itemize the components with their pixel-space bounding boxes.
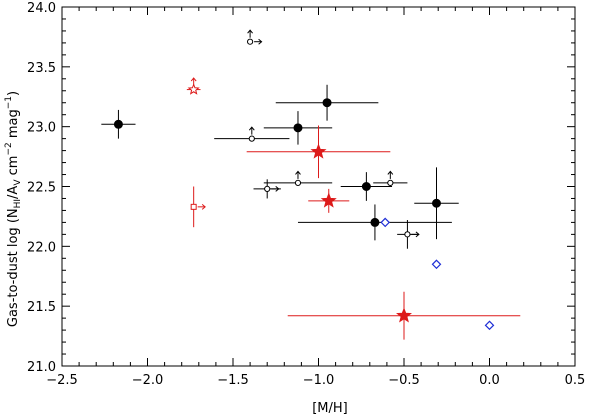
axis-ticks [61,6,576,367]
y-tick-label: 21.0 [27,360,56,375]
x-tick-label: 0.5 [565,373,586,388]
x-axis-title: [M/H] [312,401,348,416]
open-circle-marker [264,185,271,192]
data-point [275,84,379,121]
series-black-open-circles-upper-limit [214,126,408,187]
series-black-open-circles-lower-limit [253,179,420,249]
data-point [246,125,391,179]
filled-circle-marker [322,98,332,108]
lower-limit-arrowhead [275,186,280,192]
data-point [287,291,521,340]
open-diamond-marker [431,259,442,270]
data-point [297,204,452,241]
open-circle-marker [387,179,394,187]
data-point [186,77,201,95]
filled-star-marker [396,307,412,323]
lower-limit-arrowhead [258,38,263,45]
series-blue-open-diamonds [380,217,495,331]
filled-circle-marker [431,198,441,208]
data-point [373,170,408,187]
data-point [308,188,350,213]
lower-limit-arrowhead [201,203,206,210]
series-black-filled-circles [101,84,459,241]
open-square-marker [190,203,197,210]
y-tick-label: 23.5 [27,61,56,76]
series-red-open-star-upper-limit [186,77,201,95]
series-black-open-circle-corner-limit [247,29,263,45]
data-point [414,167,459,240]
x-tick-label: −1.5 [217,373,249,388]
y-axis-tick-labels: 21.0 21.5 22.0 22.5 23.0 23.5 24.0 [27,1,56,375]
series-red-filled-stars [246,125,521,340]
y-axis-title: Gas-to-dust log (NHI/AV cm−2 mag−1) [4,91,23,327]
x-tick-label: −0.5 [388,373,420,388]
y-tick-label: 22.0 [27,240,56,255]
data-point [214,126,290,142]
data-point [263,170,333,187]
open-circle-marker [404,231,411,238]
filled-star-marker [320,192,337,208]
filled-circle-marker [361,182,371,191]
filled-circle-marker [370,217,380,227]
plot-frame [61,6,576,367]
data-point [263,111,333,145]
filled-star-marker [310,143,327,159]
y-tick-label: 24.0 [27,1,56,16]
filled-circle-marker [113,119,123,129]
open-circle-marker [247,38,254,45]
y-tick-label: 23.0 [27,121,56,136]
data-marks [101,29,521,340]
open-circle-marker [248,135,255,142]
upper-limit-arrowhead [248,126,255,131]
x-tick-label: −2.5 [46,373,78,388]
upper-limit-arrowhead [387,170,394,175]
upper-limit-arrowhead [295,170,301,175]
data-point [190,186,206,228]
x-tick-label: −2.0 [132,373,164,388]
lower-limit-arrowhead [415,231,420,238]
data-point [431,259,442,270]
open-circle-marker [294,179,302,187]
open-diamond-marker [484,320,495,331]
data-point [340,172,393,201]
data-point [247,29,263,45]
open-diamond-marker [380,217,391,228]
x-tick-label: −1.0 [303,373,335,388]
x-axis-tick-labels: −2.5 −2.0 −1.5 −1.0 −0.5 0.0 0.5 [46,373,585,388]
series-red-open-square-lower-limit [190,186,206,228]
data-point [380,217,391,228]
open-star-marker [187,83,200,95]
data-point [101,109,136,139]
data-point [484,320,495,331]
upper-limit-arrowhead [247,29,253,34]
plot-border [61,6,576,367]
x-tick-label: 0.0 [479,373,500,388]
data-point [397,220,420,249]
filled-circle-marker [293,123,303,133]
upper-limit-arrowhead [190,77,197,82]
y-tick-label: 22.5 [27,181,56,196]
y-tick-label: 21.5 [27,300,56,315]
data-point [253,179,281,199]
